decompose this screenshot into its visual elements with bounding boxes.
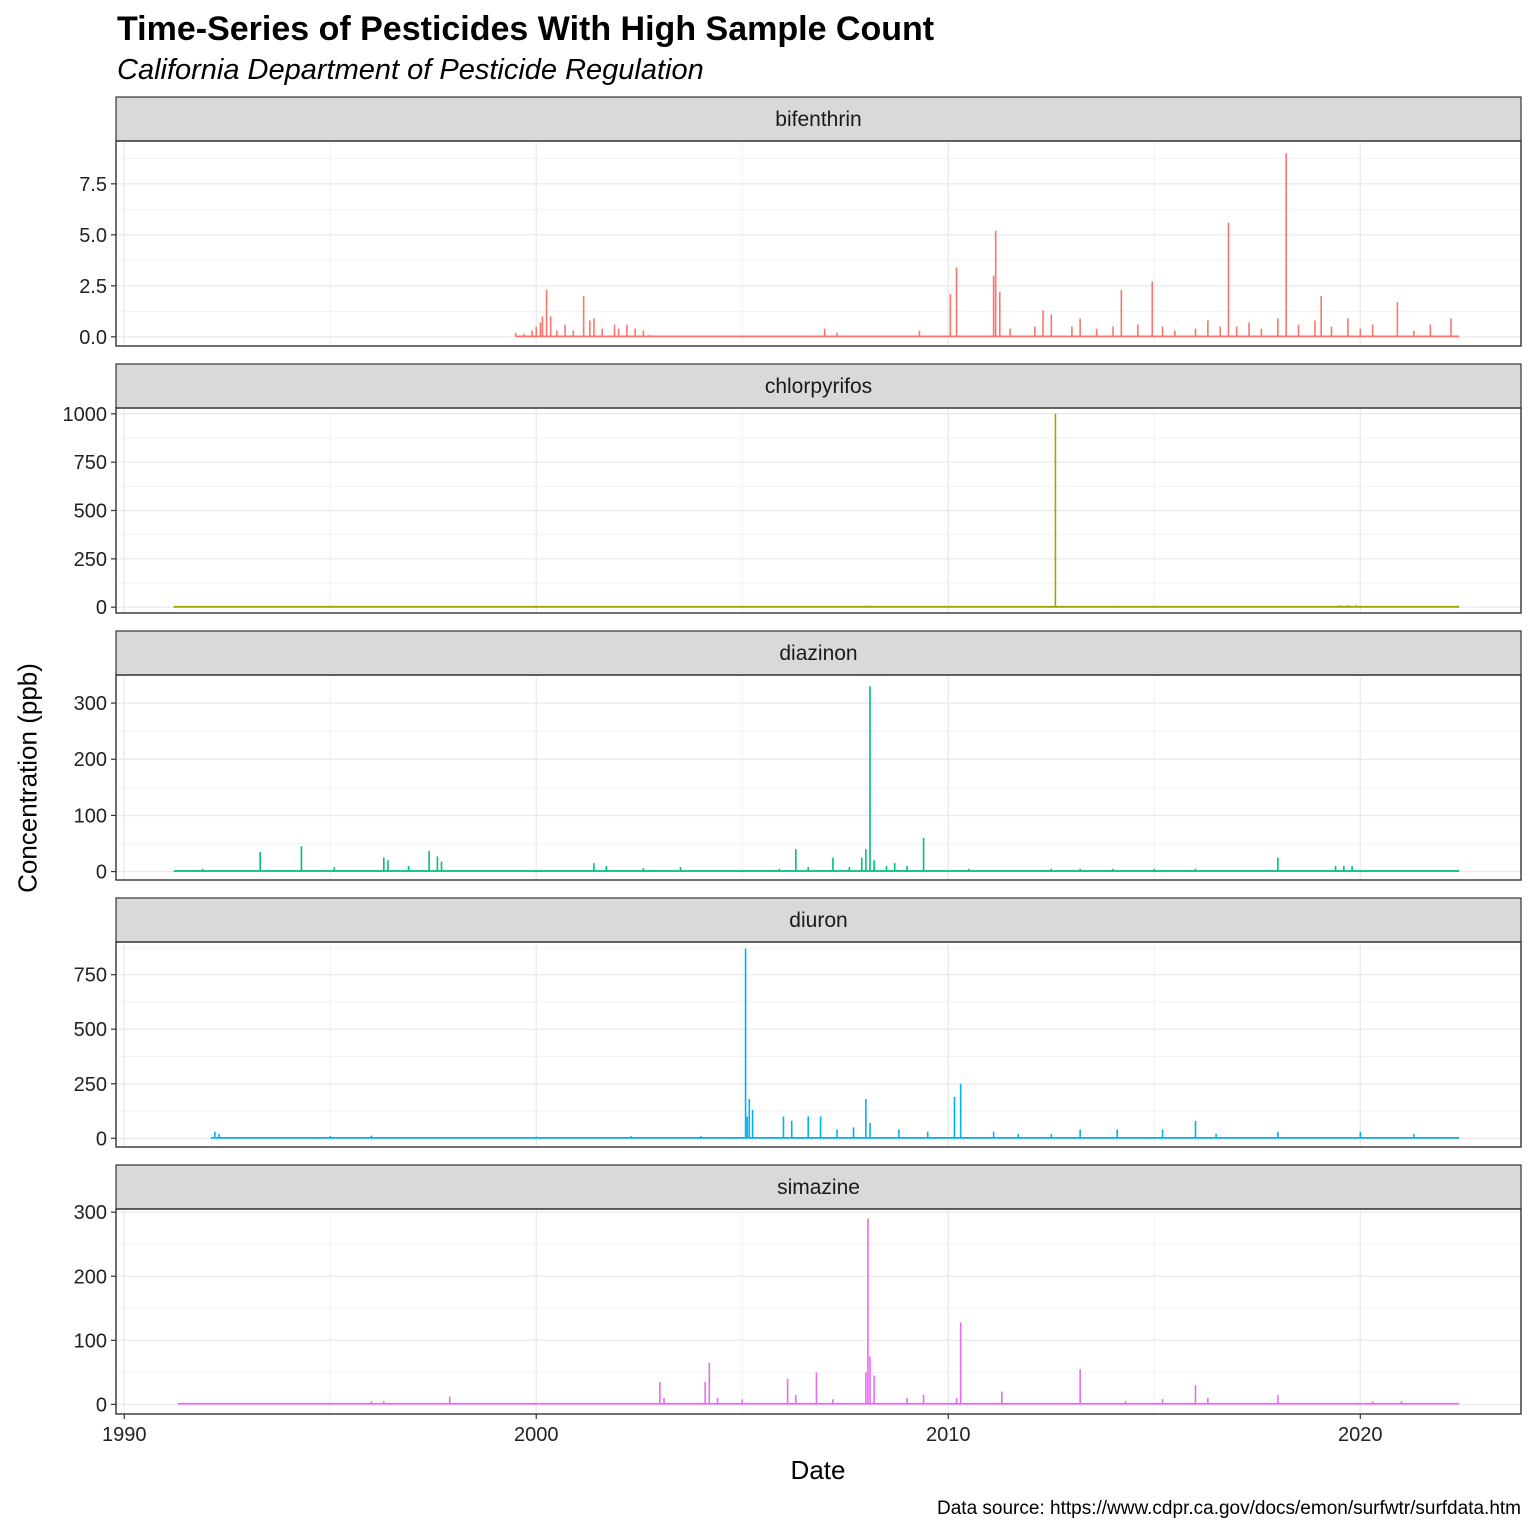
data-source-caption: Data source: https://www.cdpr.ca.gov/doc… [937, 1498, 1521, 1519]
x-axis-label: Date [790, 1455, 846, 1485]
y-tick-label: 0 [96, 862, 107, 884]
panel-border [115, 1208, 1522, 1415]
y-tick-label: 0 [96, 1394, 107, 1416]
y-tick-label: 500 [74, 1019, 107, 1041]
y-tick-label: 750 [74, 452, 107, 474]
y-tick-label: 5.0 [79, 225, 107, 247]
panel-border [115, 407, 1522, 614]
facet-strip-label: simazine [777, 1176, 860, 1199]
y-tick-label: 500 [74, 501, 107, 523]
panel-border [115, 674, 1522, 881]
facet-strip-label: chlorpyrifos [765, 375, 872, 398]
facet-simazine: simazine 0 100 200 300 1990 2000 2010 2020 [74, 1164, 1522, 1446]
x-tick-label: 2000 [514, 1424, 559, 1446]
panel-border [115, 941, 1522, 1148]
facet-strip-label: diuron [789, 909, 847, 932]
facet-strip-label: bifenthrin [775, 108, 861, 131]
x-tick-label: 2010 [926, 1424, 971, 1446]
y-tick-label: 2.5 [79, 276, 107, 298]
facet-strip [115, 363, 1522, 409]
x-tick-label: 2020 [1338, 1424, 1383, 1446]
facet-strip [115, 1164, 1522, 1210]
facet-diuron: diuron 0 250 500 750 [74, 897, 1522, 1150]
y-tick-label: 300 [74, 1202, 107, 1224]
facet-diazinon: diazinon 0 100 200 300 [74, 630, 1522, 884]
y-tick-label: 100 [74, 1330, 107, 1352]
panel-border [115, 140, 1522, 347]
facet-bifenthrin: bifenthrin 0.0 2.5 5.0 7.5 [79, 96, 1522, 349]
y-tick-label: 250 [74, 1074, 107, 1096]
facet-strip [115, 96, 1522, 142]
facet-chlorpyrifos: chlorpyrifos 0 250 500 750 1000 [63, 363, 1522, 619]
x-tick-label: 1990 [102, 1424, 147, 1446]
y-tick-label: 200 [74, 1266, 107, 1288]
y-tick-label: 750 [74, 965, 107, 987]
chart-subtitle: California Department of Pesticide Regul… [117, 54, 704, 86]
y-tick-label: 7.5 [79, 174, 107, 196]
y-tick-label: 0 [96, 1128, 107, 1150]
facet-strip-label: diazinon [779, 642, 857, 665]
chart-title: Time-Series of Pesticides With High Samp… [117, 10, 935, 48]
y-tick-label: 0.0 [79, 327, 107, 349]
y-tick-label: 200 [74, 749, 107, 771]
facet-strip [115, 630, 1522, 676]
y-tick-label: 0 [96, 597, 107, 619]
y-tick-label: 1000 [63, 404, 108, 426]
y-tick-label: 300 [74, 693, 107, 715]
y-tick-label: 250 [74, 549, 107, 571]
y-tick-label: 100 [74, 805, 107, 827]
